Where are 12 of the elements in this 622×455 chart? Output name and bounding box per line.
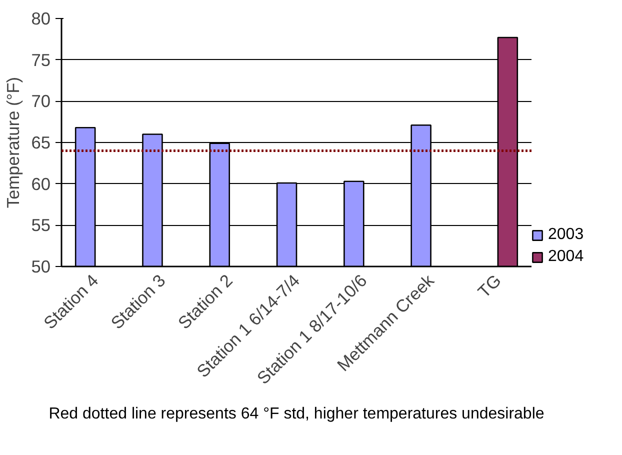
y-tick-label: 60 (31, 174, 51, 194)
y-tick-label: 50 (31, 256, 51, 276)
y-tick-label: 55 (31, 215, 51, 236)
y-tick-label: 80 (31, 8, 51, 28)
legend-label: 2003 (548, 226, 584, 244)
x-tick-label: TG (474, 270, 506, 302)
legend-label: 2004 (548, 248, 584, 266)
text: Red dotted line represents 64 °F std, higher temperatures undesirable (48, 406, 544, 422)
y-axis-title: Temperature (°F) (3, 76, 24, 208)
y-tick-label: 70 (31, 91, 51, 112)
y-tick-label: 75 (31, 50, 51, 70)
y-tick-label: 65 (31, 132, 51, 152)
